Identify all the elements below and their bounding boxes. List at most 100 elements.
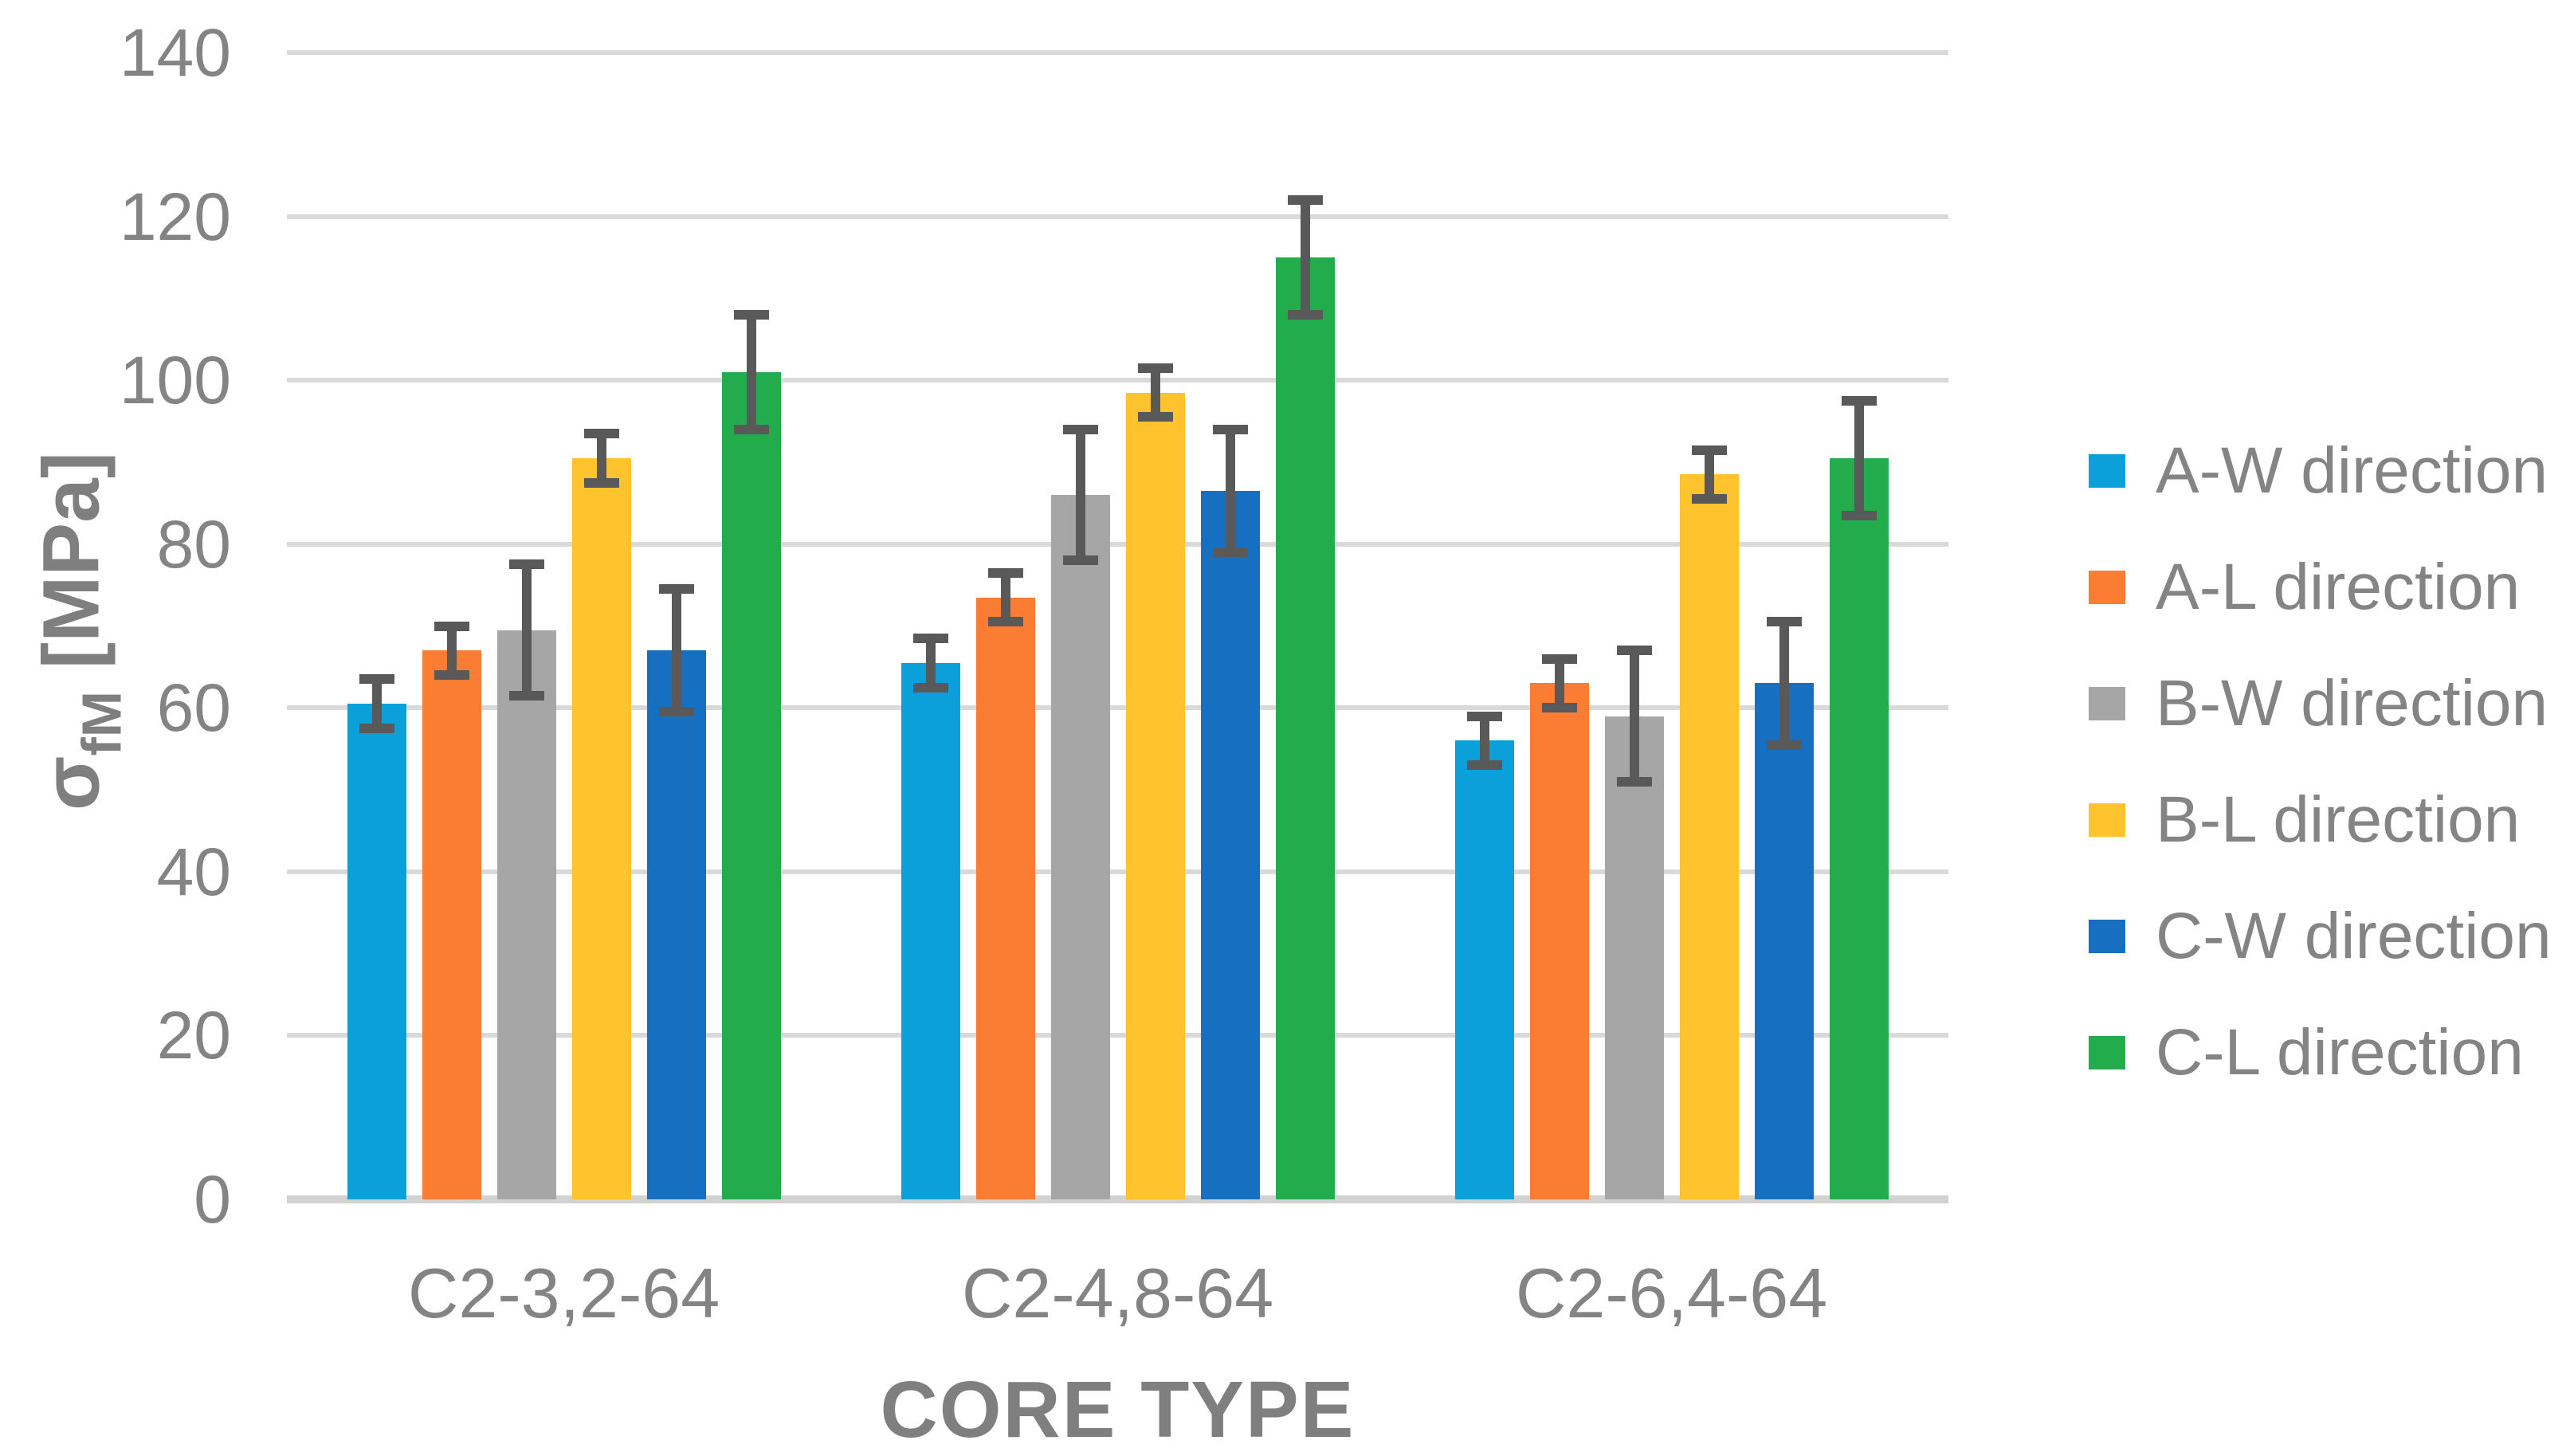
error-bar-cap-top: [1212, 424, 1248, 434]
error-bar-cap-bottom: [1062, 555, 1098, 566]
category-label: C2-6,4-64: [1515, 1254, 1828, 1332]
error-bar-cap-top: [1691, 445, 1727, 455]
error-bar-line: [1854, 400, 1864, 516]
legend-swatch: [2089, 920, 2125, 953]
category-label: C2-4,8-64: [961, 1254, 1274, 1332]
error-bar-cap-bottom: [912, 682, 948, 693]
error-bar-line: [596, 433, 606, 483]
error-bar-line: [1225, 429, 1235, 552]
error-bar-line: [746, 314, 756, 430]
gridline: [287, 378, 1948, 383]
error-bar-cap-bottom: [1212, 547, 1248, 557]
error-bar-cap-top: [1137, 363, 1173, 373]
error-bar-cap-top: [1466, 711, 1502, 721]
error-bar-line: [671, 589, 681, 712]
legend-swatch: [2089, 571, 2125, 604]
y-tick-label: 80: [156, 506, 231, 582]
bar-b-l-direction: [571, 457, 631, 1199]
y-tick-label: 60: [156, 670, 231, 746]
error-bar-line: [1629, 650, 1639, 782]
y-tick-label: 20: [156, 998, 231, 1073]
error-bar-cap-top: [733, 309, 769, 320]
error-bar-line: [1000, 572, 1010, 622]
error-bar-cap-bottom: [1841, 510, 1877, 520]
error-bar-line: [1554, 658, 1564, 708]
error-bar-cap-top: [987, 567, 1023, 578]
legend-item: B-W direction: [2089, 646, 2552, 762]
gridline: [287, 705, 1948, 711]
bar-a-l-direction: [975, 597, 1035, 1199]
y-tick-label: 0: [194, 1162, 231, 1237]
legend-label: C-L direction: [2156, 1016, 2524, 1089]
y-axis-title-sigma: σ: [26, 755, 116, 811]
error-bar-cap-bottom: [359, 723, 394, 733]
error-bar-cap-top: [658, 584, 694, 595]
error-bar-cap-bottom: [987, 617, 1023, 627]
bar-c-l-direction: [721, 371, 781, 1199]
bar-b-l-direction: [1679, 474, 1739, 1199]
error-bar-cap-bottom: [1691, 494, 1727, 504]
error-bar-line: [1075, 429, 1085, 561]
gridline: [287, 214, 1948, 219]
error-bar-cap-bottom: [1287, 309, 1323, 320]
gridline: [287, 50, 1948, 55]
x-axis-title: CORE TYPE: [880, 1365, 1356, 1454]
legend-item: C-W direction: [2089, 878, 2552, 995]
error-bar-cap-top: [508, 559, 544, 570]
error-bar-cap-top: [1541, 653, 1577, 664]
bar-c-w-direction: [1754, 683, 1814, 1199]
error-bar-line: [371, 679, 382, 728]
error-bar-cap-bottom: [508, 690, 544, 701]
error-bar-cap-bottom: [1766, 740, 1802, 750]
legend-item: C-L direction: [2089, 995, 2552, 1111]
bar-c-l-direction: [1829, 457, 1889, 1199]
category-label: C2-3,2-64: [407, 1254, 720, 1332]
legend: A-W direction A-L direction B-W direction B…: [2089, 413, 2552, 1111]
y-tick-label: 40: [156, 834, 231, 909]
error-bar-cap-bottom: [583, 477, 619, 488]
legend-label: A-W direction: [2156, 434, 2548, 507]
error-bar-cap-bottom: [1137, 412, 1173, 422]
error-bar-line: [521, 564, 532, 696]
error-bar-cap-top: [1287, 195, 1323, 205]
error-bar-cap-bottom: [1466, 760, 1502, 771]
error-bar-line: [446, 626, 457, 676]
error-bar-cap-bottom: [1616, 776, 1652, 787]
y-tick-label: 140: [119, 15, 231, 90]
legend-swatch: [2089, 803, 2125, 837]
legend-label: C-W direction: [2156, 900, 2552, 972]
error-bar-cap-top: [583, 428, 619, 438]
bar-a-l-direction: [1529, 683, 1589, 1199]
error-bar-cap-top: [1841, 395, 1877, 406]
bar-a-w-direction: [347, 704, 406, 1199]
legend-item: A-W direction: [2089, 413, 2552, 529]
legend-swatch: [2089, 454, 2125, 488]
error-bar-line: [925, 638, 936, 688]
gridline: [287, 541, 1948, 547]
bar-c-w-direction: [646, 650, 706, 1199]
error-bar-cap-top: [1766, 617, 1802, 627]
error-bar-cap-bottom: [658, 707, 694, 717]
gridline: [287, 869, 1948, 874]
error-bar-cap-top: [359, 674, 394, 685]
error-bar-line: [1150, 367, 1160, 418]
bar-b-l-direction: [1125, 392, 1185, 1199]
error-bar-cap-bottom: [434, 670, 469, 681]
error-bar-line: [1479, 716, 1489, 766]
bar-a-w-direction: [1454, 740, 1514, 1199]
error-bar-cap-bottom: [1541, 703, 1577, 713]
bar-c-l-direction: [1275, 257, 1335, 1199]
bar-a-w-direction: [900, 662, 960, 1199]
legend-swatch: [2089, 687, 2125, 720]
error-bar-line: [1704, 449, 1714, 500]
error-bar-cap-top: [1616, 646, 1652, 656]
error-bar-cap-top: [912, 633, 948, 643]
error-bar-cap-top: [1062, 424, 1098, 434]
bar-b-w-direction: [1050, 495, 1110, 1199]
x-axis-line: [287, 1195, 1948, 1203]
error-bar-line: [1300, 200, 1310, 315]
legend-label: B-W direction: [2156, 667, 2548, 740]
bar-b-w-direction: [1604, 716, 1664, 1199]
bar-c-w-direction: [1200, 490, 1260, 1199]
error-bar-cap-bottom: [733, 424, 769, 434]
